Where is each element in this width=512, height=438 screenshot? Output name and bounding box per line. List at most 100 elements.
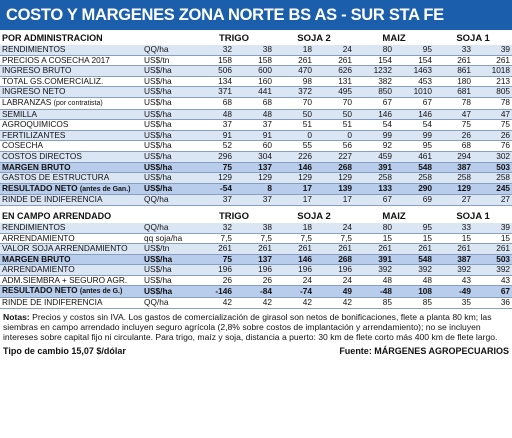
row-unit: US$/ha: [142, 183, 195, 196]
crop-header-soja2: SOJA 2: [297, 210, 331, 222]
table-title: COSTO Y MARGENES ZONA NORTE BS AS - SUR …: [0, 0, 512, 30]
row-label-text: ADM.SIEMBRA + SEGURO AGR.: [2, 275, 128, 285]
value-cell: 48: [194, 109, 235, 121]
value-cell: 261: [394, 243, 435, 255]
row-label-text: RINDE DE INDIFERENCIA: [2, 297, 103, 308]
row-label-text: ARRENDAMIENTO: [2, 233, 75, 243]
value-cell: 137: [234, 254, 275, 266]
value-cell: 70: [314, 97, 355, 110]
value-cell: 154: [394, 55, 435, 67]
value-cell: 461: [394, 151, 435, 163]
value-cell: 50: [314, 109, 355, 121]
value-cell: 503: [473, 162, 512, 174]
crop-header-maiz: MAIZ: [382, 33, 406, 44]
notes-label: Notas:: [3, 311, 30, 322]
arrendado-section-title: EN CAMPO ARRENDADO: [2, 210, 112, 221]
value-cell: 32: [194, 45, 235, 56]
value-cell: 8: [234, 183, 275, 196]
value-cell: 129: [314, 172, 355, 184]
value-cell: 196: [194, 264, 235, 276]
value-cell: 85: [394, 297, 435, 309]
value-cell: 470: [274, 65, 315, 77]
value-cell: 196: [314, 264, 355, 276]
value-cell: 268: [314, 254, 355, 266]
row-label-text: FERTILIZANTES: [2, 130, 66, 140]
row-label-text: INGRESO BRUTO: [2, 65, 72, 76]
notes: Notas: Precios y costos sin IVA. Los gas…: [0, 309, 512, 343]
value-cell: 453: [394, 76, 435, 88]
value-cell: 26: [473, 130, 512, 142]
row-label: RENDIMIENTOS: [0, 45, 142, 56]
value-cell: 24: [314, 222, 355, 234]
row-label-note: (por contratista): [53, 99, 103, 107]
value-cell: 382: [354, 76, 395, 88]
value-cell: 261: [194, 243, 235, 255]
value-cell: 261: [314, 55, 355, 67]
crop-header-soja1: SOJA 1: [456, 210, 490, 222]
row-label-text: TOTAL GS.COMERCIALIZ.: [2, 76, 104, 86]
table-row: INGRESO NETO US$/ha 371 441 372 495 850 1010 681…: [0, 86, 512, 98]
value-cell: 805: [473, 86, 512, 98]
value-cell: 129: [274, 172, 315, 184]
table-row: PRECIOS A COSECHA 2017 US$/tn 158 158 261 261…: [0, 55, 512, 67]
value-cell: 7,5: [274, 233, 315, 245]
source-credit: Fuente: MÁRGENES AGROPECUARIOS: [339, 345, 509, 356]
row-label-text: PRECIOS A COSECHA 2017: [2, 55, 110, 65]
value-cell: 52: [194, 140, 235, 152]
value-cell: 1232: [354, 65, 395, 77]
value-cell: 7,5: [234, 233, 275, 245]
table-row: RESULTADO NETO (antes de Gan.) US$/ha -54 8…: [0, 183, 512, 196]
row-unit: US$/ha: [142, 130, 195, 142]
value-cell: 227: [314, 151, 355, 163]
row-unit: QQ/ha: [142, 45, 195, 56]
row-label: RESULTADO NETO (antes de Gan.): [0, 183, 142, 196]
value-cell: 261: [434, 243, 474, 255]
value-cell: 36: [473, 297, 512, 309]
row-label: VALOR SOJA ARRENDAMIENTO: [0, 243, 142, 255]
value-cell: 154: [354, 55, 395, 67]
value-cell: 60: [234, 140, 275, 152]
value-cell: 129: [234, 172, 275, 184]
value-cell: 67: [473, 285, 512, 299]
value-cell: -84: [234, 285, 275, 299]
value-cell: 69: [394, 194, 435, 206]
value-cell: 258: [354, 172, 395, 184]
value-cell: 146: [274, 162, 315, 174]
row-unit: QQ/ha: [142, 297, 195, 309]
value-cell: 67: [354, 194, 395, 206]
row-unit: QQ/ha: [142, 222, 195, 234]
value-cell: 160: [234, 76, 275, 88]
value-cell: 134: [194, 76, 235, 88]
table-row: LABRANZAS (por contratista) US$/ha 68 68 70 7…: [0, 97, 512, 110]
value-cell: 258: [394, 172, 435, 184]
value-cell: 261: [473, 243, 512, 255]
value-cell: 99: [394, 130, 435, 142]
row-label-text: LABRANZAS: [2, 97, 52, 107]
value-cell: 261: [234, 243, 275, 255]
value-cell: 43: [473, 275, 512, 287]
value-cell: 68: [434, 140, 474, 152]
crop-header-maiz: MAIZ: [382, 210, 406, 222]
value-cell: 51: [314, 119, 355, 131]
value-cell: 78: [473, 97, 512, 110]
value-cell: 27: [434, 194, 474, 206]
value-cell: 1018: [473, 65, 512, 77]
row-unit: US$/ha: [142, 65, 195, 77]
value-cell: 95: [394, 222, 435, 234]
value-cell: 35: [434, 297, 474, 309]
row-label: GASTOS DE ESTRUCTURA: [0, 172, 142, 184]
row-unit: US$/ha: [142, 151, 195, 163]
table-row: MARGEN BRUTO US$/ha 75 137 146 268 391 548 387 50…: [0, 254, 512, 266]
admin-header-row: POR ADMINISTRACION TRIGO SOJA 2 MAIZ SOJ…: [0, 30, 512, 45]
value-cell: 391: [354, 254, 395, 266]
row-label: INGRESO NETO: [0, 86, 142, 98]
value-cell: 91: [234, 130, 275, 142]
table-row: RENDIMIENTOS QQ/ha 32 38 18 24 80 95 33 39: [0, 45, 512, 56]
row-unit: US$/ha: [142, 97, 195, 110]
row-unit: US$/ha: [142, 254, 195, 266]
value-cell: 67: [354, 97, 395, 110]
value-cell: 626: [314, 65, 355, 77]
value-cell: 15: [394, 233, 435, 245]
value-cell: 600: [234, 65, 275, 77]
value-cell: 26: [234, 275, 275, 287]
